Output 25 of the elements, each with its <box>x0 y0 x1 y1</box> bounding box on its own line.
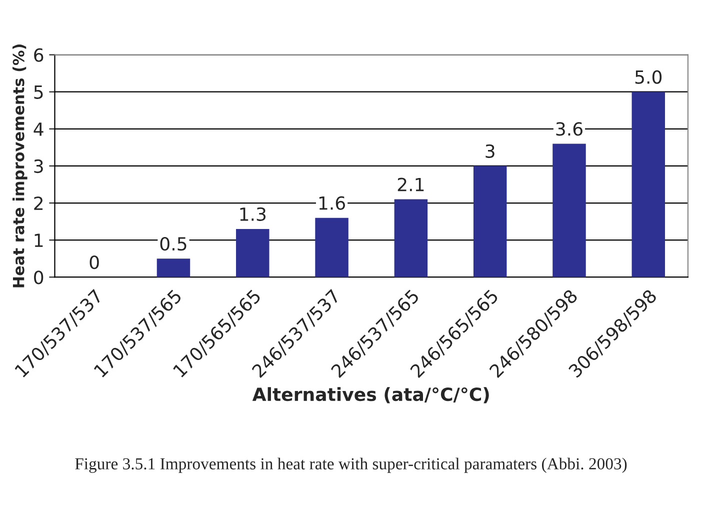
y-tick-label: 0 <box>34 270 44 284</box>
y-tick-label: 6 <box>34 48 44 62</box>
data-label: 0 <box>90 256 99 270</box>
bar <box>236 228 270 278</box>
caption: Figure 3.5.1 Improvements in heat rate with super-critical paramaters (Abbi. 2003) <box>75 458 627 473</box>
data-label: 0.5 <box>160 236 186 251</box>
data-label: 5.0 <box>635 70 662 84</box>
y-tick-label: 2 <box>34 196 43 210</box>
data-label: 3.6 <box>556 122 582 136</box>
y-axis-title: Heat rate improvements (%) <box>12 44 28 288</box>
y-tick-label: 1 <box>34 234 43 247</box>
data-label: 3 <box>486 144 494 158</box>
data-label: 2.1 <box>398 178 424 192</box>
bar <box>473 166 507 278</box>
bar <box>394 199 428 278</box>
y-tick-label: 4 <box>34 122 44 136</box>
bar <box>315 218 348 278</box>
y-tick-label: 5 <box>34 86 43 99</box>
data-label: 1.6 <box>319 196 346 210</box>
data-label: 1.3 <box>240 207 266 221</box>
bar <box>632 92 666 278</box>
bar <box>552 144 586 278</box>
bar <box>156 258 190 278</box>
y-tick-label: 3 <box>34 159 43 174</box>
x-axis-title: Alternatives (ata/°C/°C) <box>252 387 489 404</box>
